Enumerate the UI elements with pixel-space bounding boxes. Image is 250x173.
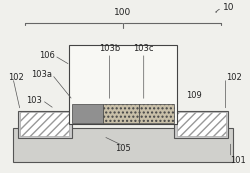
Bar bbox=[20, 112, 69, 136]
Bar bbox=[104, 104, 139, 122]
Bar bbox=[69, 45, 177, 124]
Text: 100: 100 bbox=[114, 8, 132, 17]
Text: 10: 10 bbox=[223, 3, 235, 12]
Text: 101: 101 bbox=[230, 156, 246, 165]
Bar bbox=[177, 112, 226, 136]
Bar bbox=[72, 104, 104, 122]
Bar bbox=[18, 111, 72, 138]
Bar bbox=[139, 104, 174, 122]
Text: 103: 103 bbox=[26, 96, 42, 105]
Text: 102: 102 bbox=[226, 73, 241, 82]
Text: 102: 102 bbox=[8, 73, 24, 82]
Text: 105: 105 bbox=[115, 144, 131, 153]
Text: 106: 106 bbox=[38, 51, 54, 60]
Text: 103a: 103a bbox=[31, 70, 52, 79]
Bar bbox=[13, 128, 233, 162]
Text: 103c: 103c bbox=[134, 44, 154, 53]
Text: 109: 109 bbox=[186, 91, 202, 100]
Text: 103b: 103b bbox=[99, 44, 120, 53]
Bar bbox=[174, 111, 228, 138]
